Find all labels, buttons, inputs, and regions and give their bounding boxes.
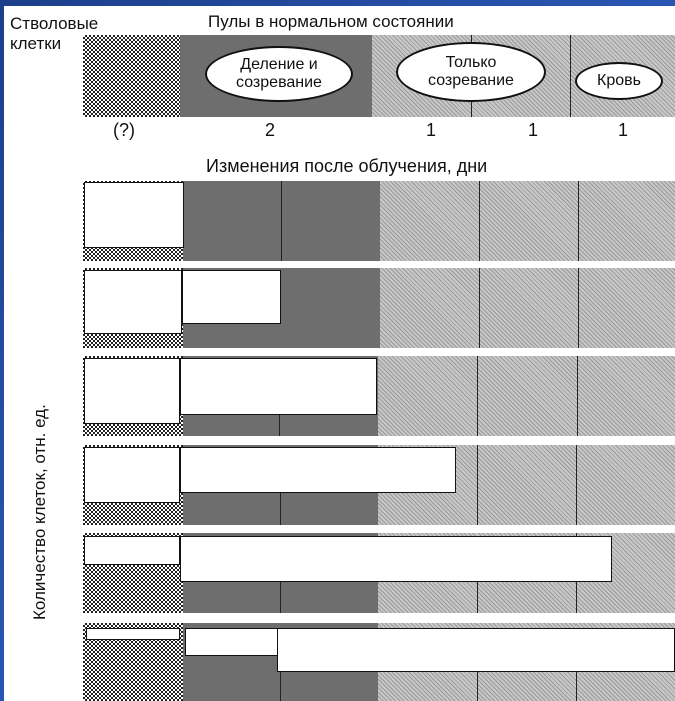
divider [479, 268, 480, 348]
row3-mat-a [378, 356, 477, 436]
divider [281, 181, 282, 261]
divider [280, 582, 281, 613]
divider [477, 356, 478, 436]
blood-ellipse: Кровь [575, 62, 663, 100]
divider [578, 181, 579, 261]
row4-division-bar [180, 447, 456, 493]
y-axis-label: Количество клеток, отн. ед. [30, 404, 49, 620]
divider [479, 181, 480, 261]
row5-stem-bar [84, 536, 180, 565]
row2-mat-b [479, 268, 578, 348]
duration-blood: 1 [618, 120, 629, 140]
divider [477, 445, 478, 525]
row2-mat-a [380, 268, 479, 348]
pools-title: Пулы в нормальном состоянии [208, 12, 454, 31]
row1-division-b [281, 181, 380, 261]
row4-mat-b [477, 445, 576, 525]
normal-stem-pool [83, 35, 180, 117]
divider [578, 268, 579, 348]
row3-mat-b [477, 356, 577, 436]
duration-maturation-2: 1 [528, 120, 539, 140]
divider [576, 672, 577, 701]
row5-division-bar [180, 536, 612, 582]
row1-mat-b [479, 181, 578, 261]
divider [280, 672, 281, 701]
row6-stem-bar [86, 628, 180, 640]
row1-stem-bar [84, 182, 184, 248]
row2-division-b [281, 268, 380, 348]
stem-label-line2: клетки [10, 34, 62, 53]
divider [280, 493, 281, 525]
divider [570, 35, 571, 117]
divider [576, 445, 577, 525]
divider [477, 582, 478, 613]
divider [279, 415, 280, 436]
row3-stem-bar [84, 358, 180, 424]
stem-label-line1: Стволовые [10, 14, 99, 33]
row1-division-a [183, 181, 281, 261]
row6-extended-bar [277, 628, 675, 672]
division-ellipse: Деление и созревание [205, 46, 353, 102]
row3-division-bar [180, 358, 377, 415]
row6-division-bar [185, 628, 280, 656]
divider [477, 672, 478, 701]
row2-stem-bar [84, 270, 182, 334]
row2-division-bar [182, 270, 281, 324]
duration-stem: (?) [113, 120, 135, 140]
maturation-ellipse: Только созревание [396, 42, 546, 102]
duration-maturation-1: 1 [426, 120, 437, 140]
row1-mat-a [380, 181, 479, 261]
row2-blood [578, 268, 675, 348]
row4-stem-bar [84, 447, 180, 503]
changes-title: Изменения после облучения, дни [206, 156, 488, 176]
divider [577, 356, 578, 436]
row1-blood [578, 181, 675, 261]
row3-blood [577, 356, 675, 436]
duration-division: 2 [265, 120, 276, 140]
row4-blood [576, 445, 675, 525]
